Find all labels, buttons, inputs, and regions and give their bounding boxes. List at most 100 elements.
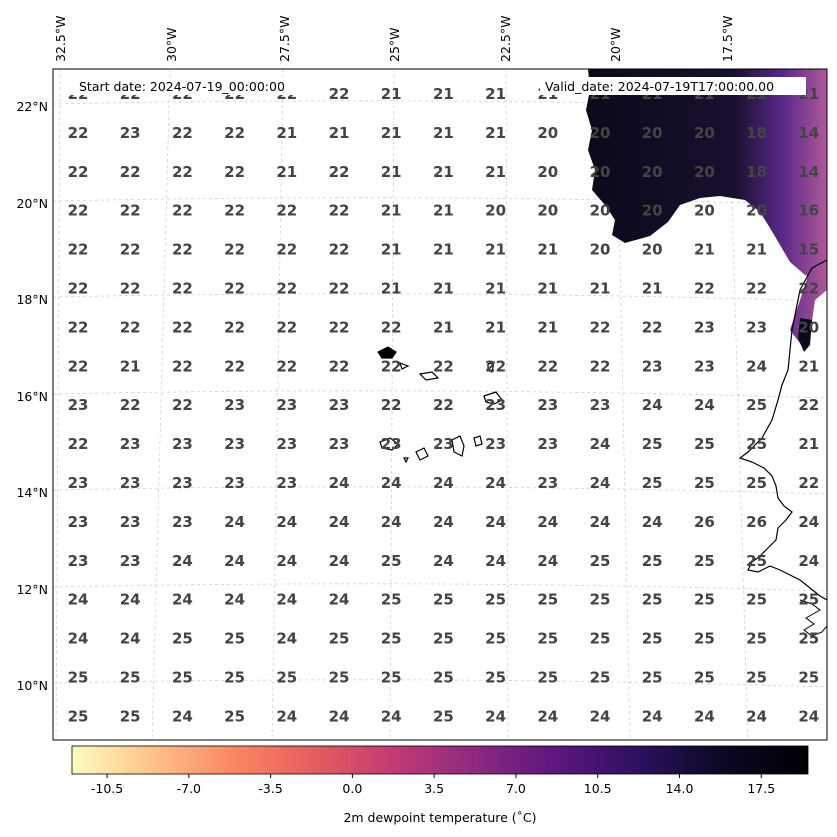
grid-value: 22 [694, 280, 715, 298]
grid-value: 24 [433, 474, 454, 492]
grid-value: 22 [329, 280, 350, 298]
grid-value: 22 [276, 280, 297, 298]
grid-value: 23 [68, 474, 89, 492]
grid-value: 24 [537, 513, 558, 531]
grid-value: 23 [694, 318, 715, 336]
grid-value: 24 [68, 630, 89, 648]
grid-value: 25 [694, 552, 715, 570]
grid-value: 25 [68, 669, 89, 687]
grid-value: 24 [485, 474, 506, 492]
grid-value: 21 [433, 202, 454, 220]
longitude-label: 25°W [387, 27, 402, 62]
grid-value: 25 [224, 630, 245, 648]
grid-value: 23 [276, 474, 297, 492]
grid-value: 21 [590, 280, 611, 298]
grid-value: 24 [590, 513, 611, 531]
grid-value: 22 [68, 280, 89, 298]
grid-value: 22 [329, 241, 350, 259]
grid-value: 20 [642, 202, 663, 220]
grid-value: 24 [746, 357, 767, 375]
grid-value: 22 [329, 85, 350, 103]
grid-value: 20 [590, 124, 611, 142]
grid-value: 24 [224, 552, 245, 570]
grid-value: 18 [746, 163, 767, 181]
grid-value: 14 [798, 124, 819, 142]
grid-value: 24 [746, 707, 767, 725]
grid-value: 25 [381, 630, 402, 648]
grid-value: 25 [68, 707, 89, 725]
grid-value: 25 [746, 669, 767, 687]
grid-value: 25 [433, 707, 454, 725]
grid-value: 23 [694, 357, 715, 375]
grid-value: 24 [329, 513, 350, 531]
grid-value: 20 [537, 124, 558, 142]
grid-value: 21 [433, 241, 454, 259]
grid-value: 21 [746, 241, 767, 259]
grid-value: 14 [798, 163, 819, 181]
grid-value: 22 [224, 357, 245, 375]
grid-value: 25 [433, 630, 454, 648]
grid-value: 25 [694, 591, 715, 609]
grid-value: 25 [172, 669, 193, 687]
grid-value: 24 [276, 513, 297, 531]
grid-value: 24 [381, 707, 402, 725]
grid-value: 25 [798, 669, 819, 687]
grid-value: 24 [276, 707, 297, 725]
land-dark-patch [798, 318, 812, 352]
grid-value: 26 [746, 513, 767, 531]
grid-value: 22 [276, 318, 297, 336]
grid-value: 21 [120, 357, 141, 375]
grid-value: 21 [433, 124, 454, 142]
grid-value: 22 [485, 357, 506, 375]
grid-value: 23 [68, 552, 89, 570]
start-date-box [66, 77, 306, 95]
grid-value: 20 [746, 202, 767, 220]
grid-value: 21 [433, 163, 454, 181]
map-border [52, 68, 828, 741]
colorbar-tick-label: 14.0 [666, 781, 694, 796]
grid-value: 25 [642, 552, 663, 570]
grid-value: 24 [642, 396, 663, 414]
grid-value: 23 [120, 435, 141, 453]
grid-value: 24 [68, 591, 89, 609]
grid-value: 23 [276, 396, 297, 414]
grid-value: 24 [590, 435, 611, 453]
grid-value: 16 [798, 202, 819, 220]
grid-value: 24 [329, 591, 350, 609]
grid-value: 24 [694, 707, 715, 725]
grid-value: 23 [224, 396, 245, 414]
grid-value: 25 [590, 591, 611, 609]
grid-value: 21 [276, 124, 297, 142]
grid-value: 25 [224, 707, 245, 725]
grid-value: 24 [276, 552, 297, 570]
grid-value: 23 [68, 513, 89, 531]
grid-value: 22 [68, 241, 89, 259]
grid-value: 23 [433, 435, 454, 453]
grid-value: 25 [485, 669, 506, 687]
grid-value: 22 [120, 202, 141, 220]
grid-value: 24 [120, 630, 141, 648]
grid-value: 25 [537, 591, 558, 609]
grid-value: 20 [590, 202, 611, 220]
grid-value: 21 [381, 163, 402, 181]
grid-value: 25 [433, 591, 454, 609]
grid-value: 22 [172, 280, 193, 298]
grid-value: 24 [798, 552, 819, 570]
grid-value: 22 [172, 357, 193, 375]
grid-value: 25 [590, 630, 611, 648]
grid-value: 23 [172, 474, 193, 492]
grid-value: 25 [537, 669, 558, 687]
grid-value: 22 [120, 318, 141, 336]
grid-value: 25 [642, 435, 663, 453]
grid-value: 22 [172, 124, 193, 142]
grid-value: 21 [798, 357, 819, 375]
grid-value: 25 [381, 669, 402, 687]
latitude-label: 18°N [16, 292, 48, 307]
dewpoint-grid-values: 22 22 22 22 22 22 21 21 21 21 21 21 21 21 21 22 23 22 22 21… [68, 85, 820, 725]
grid-value: 25 [381, 591, 402, 609]
grid-value: 23 [276, 435, 297, 453]
grid-value: 20 [537, 202, 558, 220]
grid-value: 22 [172, 163, 193, 181]
grid-value: 22 [329, 163, 350, 181]
colorbar-tick-label: 10.5 [584, 781, 612, 796]
